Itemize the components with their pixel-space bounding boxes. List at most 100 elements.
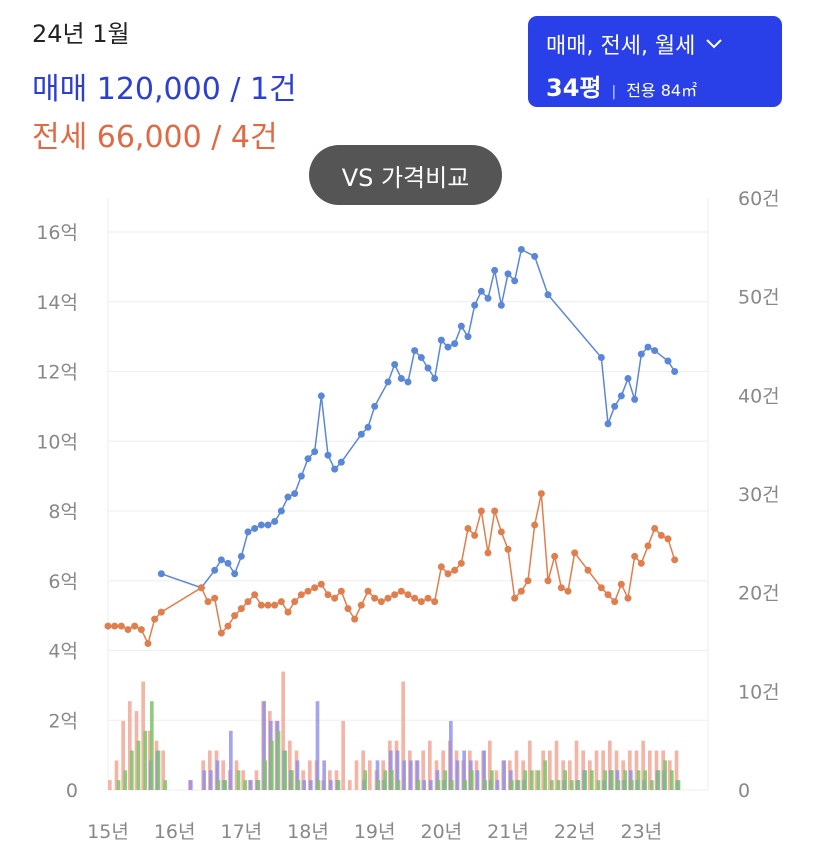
- volume-bar-rent: [381, 760, 385, 790]
- volume-bar-sale: [615, 770, 620, 790]
- volume-bar-green: [270, 740, 274, 790]
- jeonse-point: [431, 598, 439, 606]
- sale-point: [631, 395, 639, 403]
- jeonse-point: [337, 587, 345, 595]
- separator: |: [611, 84, 617, 100]
- y-right-tick: 60건: [738, 188, 780, 210]
- jeonse-point: [504, 545, 512, 553]
- sale-point: [211, 566, 219, 574]
- area-label: 전용 84㎡: [626, 81, 698, 100]
- sale-point: [517, 245, 525, 253]
- trade-types-label: 매매, 전세, 월세: [546, 34, 696, 59]
- sale-summary: 매매 120,000 / 1건: [32, 72, 297, 107]
- sale-point: [251, 524, 259, 532]
- volume-bar-green: [116, 780, 121, 790]
- volume-bar-rent: [301, 770, 305, 790]
- jeonse-point: [224, 622, 232, 630]
- volume-bar-rent: [568, 760, 572, 790]
- sale-point: [437, 336, 445, 344]
- volume-bar-green: [530, 770, 534, 790]
- sale-point: [417, 354, 425, 362]
- y-left-tick: 0: [66, 780, 78, 802]
- volume-bar-rent: [361, 750, 365, 790]
- sale-point: [424, 364, 432, 372]
- sale-point: [217, 556, 225, 564]
- volume-bar-rent: [221, 760, 225, 790]
- jeonse-point: [517, 587, 525, 595]
- volume-bar-sale: [415, 760, 420, 790]
- volume-bar-sale: [215, 760, 220, 790]
- jeonse-point: [531, 521, 539, 529]
- jeonse-point: [104, 622, 112, 630]
- jeonse-point: [311, 584, 319, 592]
- jeonse-point: [597, 584, 605, 592]
- volume-bar-rent: [134, 711, 139, 790]
- volume-bar-rent: [601, 750, 605, 790]
- jeonse-point: [257, 601, 265, 609]
- volume-bar-rent: [334, 770, 339, 790]
- jeonse-point: [131, 622, 139, 630]
- x-tick: 21년: [487, 821, 529, 843]
- jeonse-summary: 전세 66,000 / 4건: [32, 120, 278, 155]
- y-left-ticks: 0 2억 4억 6억 8억 10억 12억 14억 16억: [36, 222, 78, 802]
- volume-bar-green: [510, 780, 514, 790]
- jeonse-point: [404, 591, 412, 599]
- jeonse-point: [151, 615, 159, 623]
- vs-compare-button[interactable]: VS 가격비교: [309, 145, 502, 205]
- volume-bar-green: [643, 770, 647, 790]
- jeonse-point: [544, 577, 552, 585]
- volume-bar-rent: [608, 740, 612, 790]
- sale-point: [397, 374, 405, 382]
- x-tick: 18년: [287, 821, 329, 843]
- volume-bar-green: [623, 770, 627, 790]
- jeonse-point: [604, 591, 612, 599]
- jeonse-point: [391, 591, 399, 599]
- y-right-tick: 0: [738, 780, 750, 802]
- volume-bar-rent: [401, 681, 405, 790]
- volume-bar-green: [670, 770, 674, 790]
- jeonse-point: [211, 594, 219, 602]
- volume-bar-green: [543, 760, 547, 790]
- volume-bar-green: [396, 780, 401, 790]
- jeonse-point: [371, 594, 379, 602]
- sale-point: [311, 448, 319, 456]
- volume-bar-sale: [395, 750, 400, 790]
- sale-point: [651, 347, 659, 355]
- sale-price-line: [161, 248, 676, 589]
- jeonse-point: [451, 566, 459, 574]
- sale-point: [371, 402, 379, 410]
- volume-bar-green: [416, 780, 421, 790]
- volume-bar-green: [316, 780, 321, 790]
- volume-bar-rent: [108, 780, 112, 790]
- jeonse-point: [284, 608, 292, 616]
- grid-lines: [107, 198, 709, 791]
- y-right-ticks: 0 10건 20건 30건 40건 50건 60건: [738, 188, 780, 802]
- volume-bar-rent: [254, 770, 259, 790]
- jeonse-point: [157, 608, 165, 616]
- volume-bar-sale: [429, 780, 433, 790]
- jeonse-point: [484, 549, 492, 557]
- volume-bar-sale: [482, 750, 486, 790]
- x-tick: 20년: [420, 821, 462, 843]
- jeonse-point: [304, 587, 312, 595]
- jeonse-point: [651, 524, 659, 532]
- sale-point: [271, 517, 279, 525]
- volume-bar-green: [156, 750, 161, 790]
- volume-bar-green: [450, 780, 454, 790]
- jeonse-point: [417, 598, 425, 606]
- volume-bar-rent: [368, 760, 372, 790]
- sale-point: [484, 294, 492, 302]
- volume-bar-sale: [422, 780, 426, 790]
- sale-point: [444, 343, 452, 351]
- x-tick: 15년: [87, 821, 129, 843]
- volume-bar-rent: [528, 740, 532, 790]
- trade-filter-button[interactable]: 매매, 전세, 월세 34평 | 전용 84㎡: [528, 16, 782, 107]
- volume-bar-rent: [328, 770, 332, 790]
- jeonse-point: [637, 559, 645, 567]
- jeonse-point: [344, 605, 352, 613]
- volume-bar-rent: [621, 760, 625, 790]
- volume-bar-green: [336, 780, 341, 790]
- jeonse-point: [657, 531, 665, 539]
- volume-bar-sale: [209, 770, 213, 790]
- jeonse-point: [497, 528, 505, 536]
